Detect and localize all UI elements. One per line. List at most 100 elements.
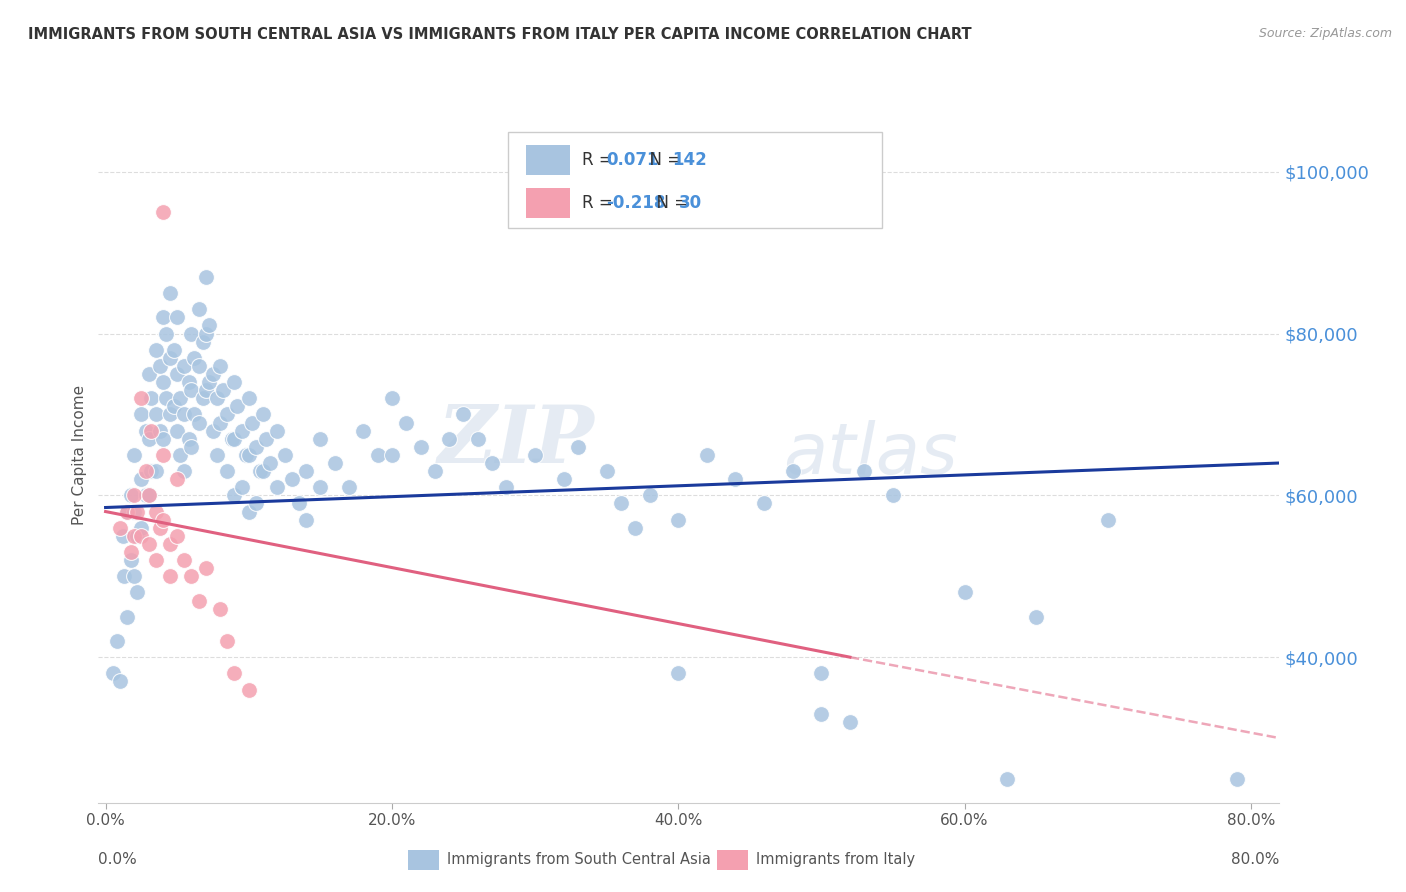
Point	[166, 529, 188, 543]
Point	[839, 714, 862, 729]
Point	[173, 359, 195, 373]
Text: N =: N =	[647, 194, 693, 211]
Point	[120, 553, 142, 567]
Point	[131, 529, 153, 543]
Text: Immigrants from Italy: Immigrants from Italy	[756, 853, 915, 867]
Point	[108, 674, 131, 689]
Point	[135, 488, 157, 502]
Point	[209, 416, 232, 430]
Point	[152, 513, 174, 527]
Point	[155, 326, 177, 341]
Point	[201, 367, 224, 381]
Point	[135, 464, 157, 478]
Point	[152, 310, 174, 325]
Point	[122, 488, 145, 502]
Text: 0.071: 0.071	[606, 152, 658, 169]
Point	[224, 666, 246, 681]
Point	[125, 529, 148, 543]
Point	[1025, 609, 1047, 624]
Point	[201, 424, 224, 438]
Point	[191, 392, 214, 406]
Point	[187, 359, 209, 373]
Point	[141, 392, 163, 406]
Point	[666, 513, 689, 527]
Point	[194, 383, 217, 397]
Point	[226, 400, 249, 414]
Point	[249, 464, 271, 478]
Point	[280, 472, 302, 486]
Point	[524, 448, 547, 462]
Point	[1097, 513, 1119, 527]
Point	[159, 351, 181, 365]
Point	[467, 432, 489, 446]
Point	[853, 464, 876, 478]
Point	[169, 448, 191, 462]
Point	[194, 326, 217, 341]
Text: Immigrants from South Central Asia: Immigrants from South Central Asia	[447, 853, 711, 867]
Point	[149, 424, 172, 438]
Point	[173, 408, 195, 422]
Point	[138, 367, 160, 381]
Point	[352, 424, 374, 438]
Point	[295, 513, 318, 527]
Point	[115, 609, 138, 624]
Point	[207, 392, 229, 406]
Point	[217, 634, 239, 648]
Point	[624, 521, 647, 535]
Point	[323, 456, 346, 470]
Point	[159, 286, 181, 301]
Point	[696, 448, 718, 462]
Point	[163, 400, 186, 414]
Point	[183, 408, 205, 422]
Point	[207, 448, 229, 462]
Point	[252, 464, 274, 478]
Point	[191, 334, 214, 349]
Point	[238, 392, 260, 406]
Point	[259, 456, 281, 470]
Point	[166, 472, 188, 486]
Point	[115, 504, 138, 518]
Point	[197, 318, 219, 333]
Point	[108, 521, 131, 535]
Point	[145, 504, 167, 518]
Text: ZIP: ZIP	[437, 402, 595, 480]
Point	[125, 504, 148, 518]
Point	[209, 359, 232, 373]
Point	[610, 496, 633, 510]
Point	[309, 480, 332, 494]
Point	[135, 424, 157, 438]
Point	[638, 488, 661, 502]
Point	[145, 553, 167, 567]
Point	[180, 383, 202, 397]
Point	[194, 561, 217, 575]
Point	[177, 432, 200, 446]
Point	[752, 496, 775, 510]
Point	[131, 408, 153, 422]
Point	[166, 310, 188, 325]
Point	[122, 448, 145, 462]
Point	[495, 480, 517, 494]
Point	[997, 772, 1019, 786]
Point	[155, 392, 177, 406]
Point	[337, 480, 360, 494]
Point	[131, 521, 153, 535]
Point	[120, 488, 142, 502]
Point	[288, 496, 311, 510]
Point	[131, 472, 153, 486]
Text: Source: ZipAtlas.com: Source: ZipAtlas.com	[1258, 27, 1392, 40]
Point	[882, 488, 904, 502]
Point	[240, 416, 263, 430]
Point	[235, 448, 257, 462]
Point	[111, 529, 134, 543]
Point	[149, 359, 172, 373]
Point	[152, 205, 174, 219]
Point	[437, 432, 460, 446]
Point	[122, 569, 145, 583]
Point	[173, 553, 195, 567]
Point	[724, 472, 747, 486]
Point	[224, 488, 246, 502]
Text: 0.0%: 0.0%	[98, 853, 138, 867]
Point	[381, 448, 404, 462]
Point	[309, 432, 332, 446]
Point	[177, 375, 200, 389]
